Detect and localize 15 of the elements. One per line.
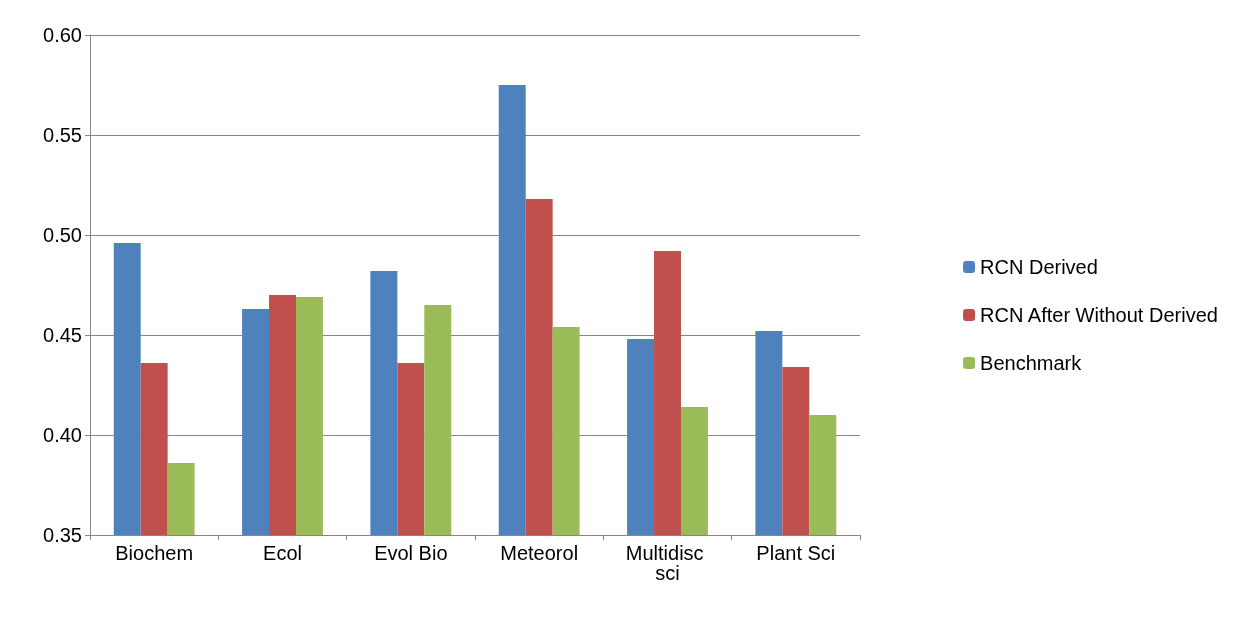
y-tick-label: 0.35 <box>43 524 82 546</box>
x-tick-label: Evol Bio <box>374 542 448 564</box>
legend-label: RCN Derived <box>980 256 1098 278</box>
x-tick-label: Multidisc sci <box>625 542 710 584</box>
y-tick-label: 0.50 <box>43 224 82 246</box>
x-tick-label: Biochem <box>115 542 194 564</box>
x-tick-label: Plant Sci <box>756 542 836 564</box>
legend-label: RCN After Without Derived <box>980 304 1218 326</box>
y-tick-label: 0.45 <box>43 324 82 346</box>
x-tick-label: Ecol <box>263 542 302 564</box>
x-tick-label: Meteorol <box>500 542 579 564</box>
y-tick-label: 0.40 <box>43 424 82 446</box>
y-tick-label: 0.60 <box>43 24 82 46</box>
legend-label: Benchmark <box>980 352 1083 374</box>
y-tick-label: 0.55 <box>43 124 82 146</box>
